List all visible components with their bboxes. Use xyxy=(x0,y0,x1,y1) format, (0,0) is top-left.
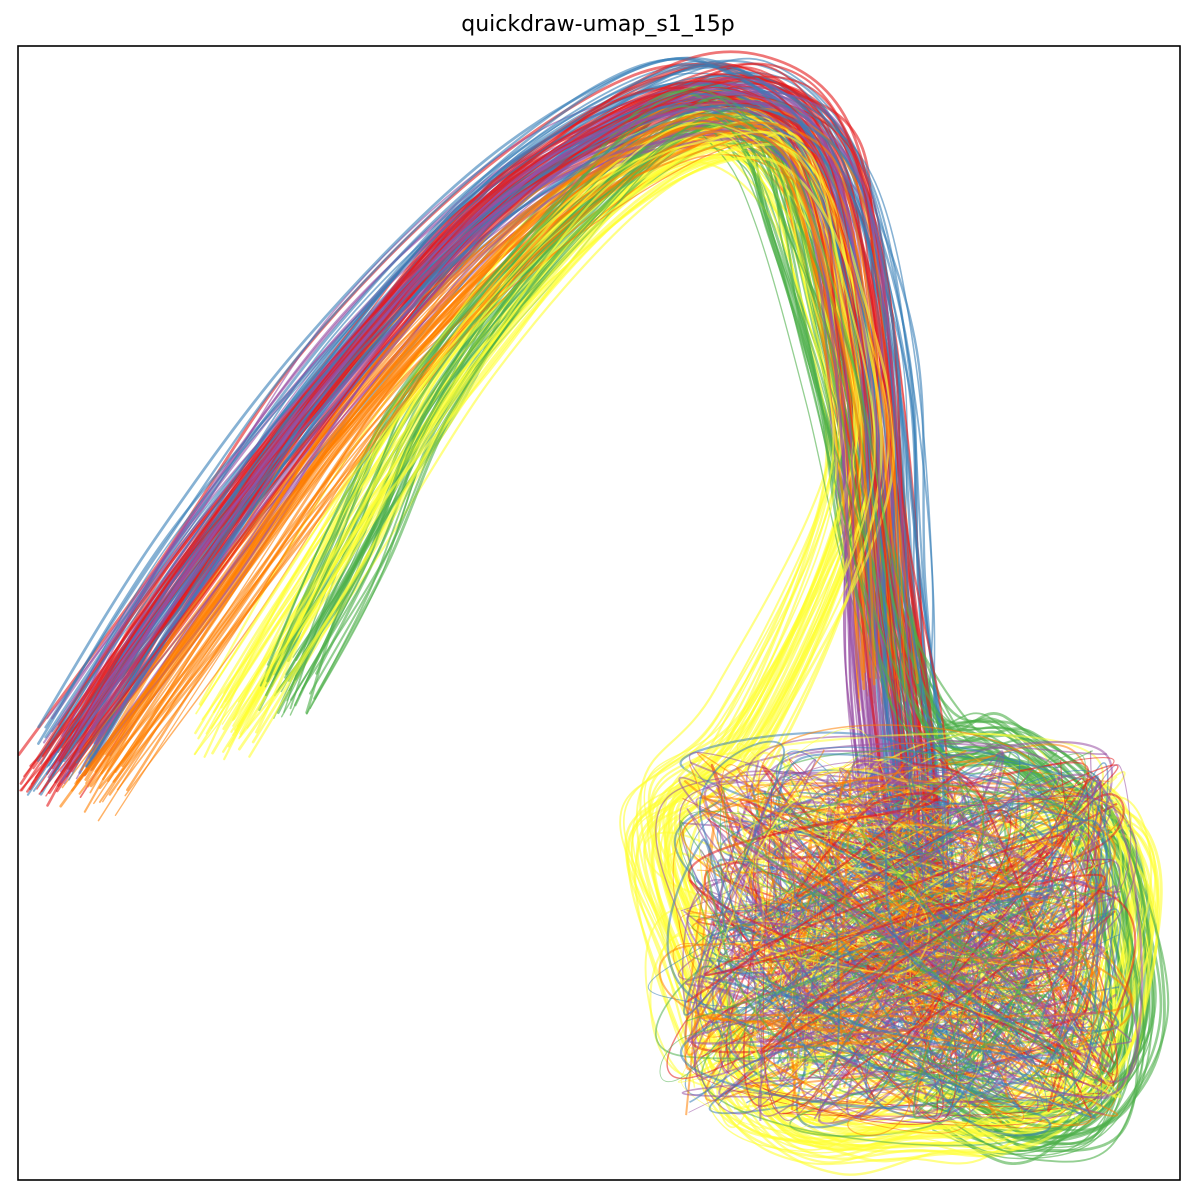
series-line-0-34 xyxy=(64,62,935,917)
cluster-stroke-245 xyxy=(687,765,1082,1056)
cluster-stroke-255 xyxy=(705,817,1075,1065)
cluster-stroke-232 xyxy=(721,764,1108,1134)
cluster-stroke-248 xyxy=(685,809,1074,1059)
cluster-stroke-244 xyxy=(805,769,1095,964)
cluster-stroke-141 xyxy=(666,764,1119,1095)
cluster-stroke-193 xyxy=(775,746,1061,1085)
cluster-stroke-257 xyxy=(742,760,1102,1122)
series-line-1-39 xyxy=(51,75,939,928)
cluster-stroke-259 xyxy=(784,829,1063,1060)
series-line-4-36 xyxy=(114,140,901,817)
cluster-stroke-201 xyxy=(776,791,1084,1023)
series-line-5-31 xyxy=(246,131,1160,1135)
cluster-stroke-217 xyxy=(719,753,1086,1078)
cluster-stroke-247 xyxy=(685,885,1108,1053)
trajectory-lines xyxy=(17,50,1170,1176)
series-line-1-38 xyxy=(86,103,945,965)
cluster-stroke-215 xyxy=(680,888,1054,1109)
cluster-stroke-251 xyxy=(683,740,840,1076)
cluster-stroke-222 xyxy=(847,818,1004,1136)
cluster-stroke-210 xyxy=(817,759,1107,1114)
cluster-stroke-197 xyxy=(737,802,1097,1119)
series-line-3-38 xyxy=(85,107,893,875)
cluster-stroke-182 xyxy=(813,802,1082,1089)
cluster-stroke-212 xyxy=(785,773,1143,1099)
chart-title: quickdraw-umap_s1_15p xyxy=(461,12,735,37)
cluster-stroke-250 xyxy=(794,830,1075,1091)
cluster-stroke-249 xyxy=(731,832,1103,1067)
cluster-stroke-241 xyxy=(666,838,1052,1137)
series-line-2-39 xyxy=(280,122,1144,1153)
series-line-3-39 xyxy=(100,93,937,866)
axes-frame xyxy=(17,45,1181,1181)
series-line-0-39 xyxy=(68,75,950,924)
cluster-stroke-256 xyxy=(704,834,1106,1080)
series-line-4-39 xyxy=(74,113,876,785)
cluster-stroke-214 xyxy=(681,767,1132,1099)
cluster-stroke-252 xyxy=(678,787,1059,1064)
